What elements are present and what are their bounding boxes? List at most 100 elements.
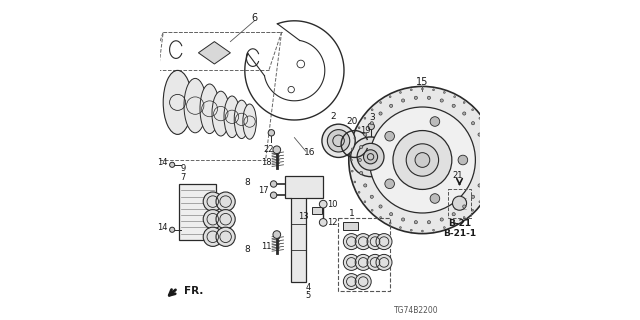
- Circle shape: [216, 192, 236, 211]
- Circle shape: [410, 89, 412, 91]
- Text: 1: 1: [349, 209, 355, 218]
- Circle shape: [463, 205, 466, 208]
- Circle shape: [422, 88, 424, 90]
- Text: 15: 15: [416, 76, 429, 87]
- Text: 22: 22: [263, 145, 273, 154]
- Circle shape: [349, 86, 496, 234]
- Text: 14: 14: [157, 158, 168, 167]
- Circle shape: [428, 220, 431, 224]
- Circle shape: [389, 96, 391, 98]
- Ellipse shape: [234, 100, 249, 139]
- Circle shape: [204, 210, 223, 229]
- Circle shape: [271, 192, 277, 198]
- Polygon shape: [343, 222, 358, 230]
- Circle shape: [454, 222, 456, 224]
- Circle shape: [401, 218, 404, 221]
- Circle shape: [355, 274, 371, 290]
- Text: 8: 8: [244, 245, 250, 254]
- Circle shape: [478, 133, 481, 136]
- Circle shape: [319, 219, 327, 226]
- Text: 18: 18: [260, 158, 271, 167]
- Circle shape: [463, 101, 465, 103]
- Circle shape: [367, 254, 383, 270]
- Circle shape: [370, 195, 373, 198]
- Text: B-21: B-21: [448, 220, 471, 228]
- Circle shape: [328, 130, 349, 152]
- Circle shape: [410, 229, 412, 231]
- Circle shape: [354, 137, 356, 139]
- Ellipse shape: [184, 78, 206, 133]
- Circle shape: [440, 99, 444, 102]
- Circle shape: [358, 158, 362, 162]
- Circle shape: [385, 132, 394, 141]
- Circle shape: [351, 159, 352, 161]
- Text: 6: 6: [252, 12, 257, 23]
- Text: 11: 11: [261, 242, 271, 251]
- Circle shape: [170, 227, 175, 232]
- Circle shape: [463, 217, 465, 219]
- Circle shape: [364, 117, 366, 119]
- Circle shape: [472, 195, 475, 198]
- Circle shape: [364, 201, 366, 203]
- Circle shape: [483, 158, 486, 162]
- Text: 7: 7: [180, 173, 186, 182]
- Text: 17: 17: [258, 186, 269, 195]
- Ellipse shape: [163, 70, 192, 134]
- Circle shape: [204, 227, 223, 246]
- Circle shape: [401, 99, 404, 102]
- Circle shape: [433, 89, 435, 91]
- Circle shape: [319, 200, 327, 208]
- Circle shape: [452, 196, 467, 210]
- Circle shape: [355, 234, 371, 250]
- Text: 2: 2: [330, 112, 335, 121]
- Circle shape: [482, 145, 485, 148]
- Polygon shape: [285, 176, 323, 282]
- Text: 13: 13: [298, 212, 309, 221]
- Circle shape: [367, 234, 383, 250]
- Circle shape: [414, 220, 417, 224]
- Circle shape: [268, 130, 275, 136]
- Circle shape: [364, 133, 367, 136]
- Circle shape: [472, 109, 474, 111]
- Circle shape: [370, 122, 373, 125]
- Circle shape: [358, 191, 360, 193]
- Circle shape: [493, 159, 495, 161]
- Text: FR.: FR.: [184, 285, 204, 296]
- Circle shape: [380, 217, 381, 219]
- Circle shape: [204, 192, 223, 211]
- Circle shape: [415, 153, 430, 167]
- Bar: [448, 189, 471, 218]
- Text: 10: 10: [328, 200, 338, 209]
- Text: 14: 14: [157, 223, 168, 232]
- Circle shape: [389, 222, 391, 224]
- Circle shape: [273, 146, 280, 154]
- Text: 3: 3: [369, 113, 374, 122]
- Circle shape: [368, 123, 374, 130]
- Text: 16: 16: [304, 148, 316, 157]
- Circle shape: [351, 137, 390, 177]
- Circle shape: [344, 234, 360, 250]
- Circle shape: [344, 254, 360, 270]
- Circle shape: [271, 181, 277, 187]
- Circle shape: [406, 144, 438, 176]
- Circle shape: [433, 229, 435, 231]
- Circle shape: [463, 112, 466, 115]
- Circle shape: [322, 124, 355, 157]
- Circle shape: [344, 274, 360, 290]
- Circle shape: [393, 131, 452, 189]
- Circle shape: [472, 209, 474, 211]
- Circle shape: [414, 96, 417, 100]
- Circle shape: [492, 148, 493, 150]
- Circle shape: [399, 227, 401, 228]
- Circle shape: [452, 212, 455, 216]
- Circle shape: [458, 155, 468, 165]
- Circle shape: [472, 122, 475, 125]
- Circle shape: [430, 117, 440, 126]
- Circle shape: [351, 170, 353, 172]
- Text: 21: 21: [452, 171, 463, 180]
- Text: 9: 9: [180, 164, 186, 173]
- Circle shape: [454, 96, 456, 98]
- Circle shape: [430, 194, 440, 203]
- Circle shape: [390, 212, 393, 216]
- Bar: [338, 218, 390, 291]
